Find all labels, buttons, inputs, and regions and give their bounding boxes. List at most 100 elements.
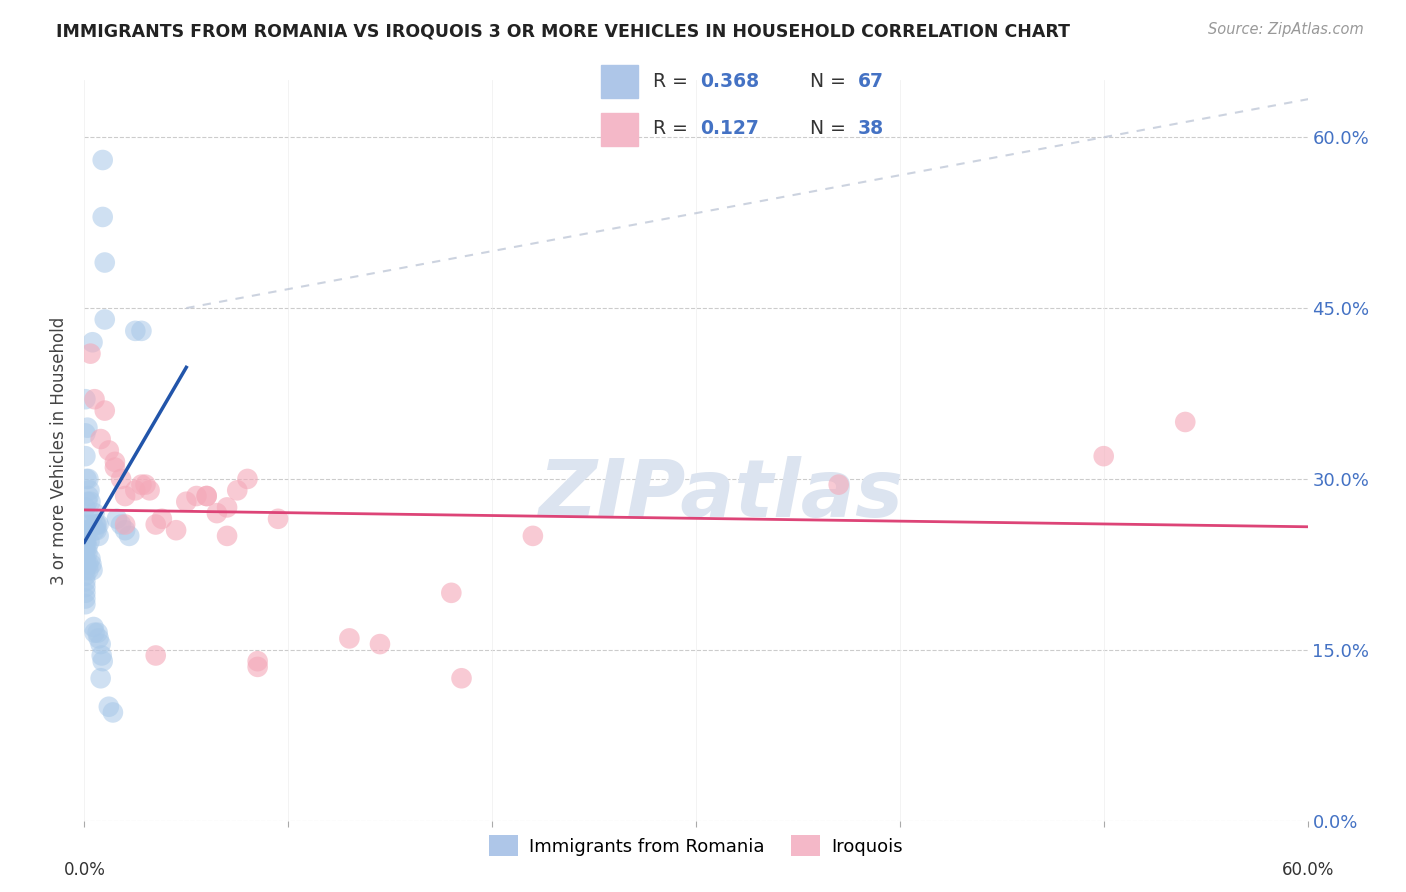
Point <box>236 472 259 486</box>
Point <box>75 529 97 543</box>
Point <box>217 529 239 543</box>
Point <box>79 534 101 549</box>
Point <box>138 483 160 498</box>
Point <box>86 523 108 537</box>
Point <box>75 597 97 611</box>
Point <box>83 506 105 520</box>
Point <box>75 517 97 532</box>
Y-axis label: 3 or more Vehicles in Household: 3 or more Vehicles in Household <box>51 317 69 584</box>
Point <box>93 255 115 269</box>
Point <box>75 534 97 549</box>
Point <box>124 483 146 498</box>
Point <box>75 551 97 566</box>
Point <box>186 489 208 503</box>
Text: R =: R = <box>652 71 693 91</box>
Text: 60.0%: 60.0% <box>1281 861 1334 879</box>
Point <box>124 324 146 338</box>
Point <box>97 443 120 458</box>
Point <box>131 324 153 338</box>
Point <box>87 632 110 646</box>
Point <box>82 517 104 532</box>
Point <box>75 500 97 515</box>
Point <box>1092 449 1115 463</box>
Point <box>75 580 97 594</box>
Point <box>101 706 124 720</box>
Point <box>145 648 167 663</box>
Point <box>75 568 97 582</box>
Point <box>75 529 97 543</box>
Point <box>110 472 132 486</box>
Point <box>114 517 136 532</box>
Point <box>105 512 128 526</box>
Point <box>104 455 127 469</box>
Point <box>83 625 105 640</box>
Point <box>77 563 100 577</box>
Text: ZIPatlas: ZIPatlas <box>538 456 903 534</box>
Point <box>83 620 105 634</box>
Point <box>75 449 97 463</box>
Point <box>75 534 97 549</box>
Text: N =: N = <box>810 119 852 138</box>
Text: 0.0%: 0.0% <box>63 861 105 879</box>
Point <box>79 483 101 498</box>
Point <box>267 512 290 526</box>
Point <box>87 529 110 543</box>
Point <box>440 586 463 600</box>
Point <box>77 558 100 572</box>
Point <box>195 489 218 503</box>
Point <box>77 523 100 537</box>
Point <box>75 426 97 441</box>
Point <box>114 489 136 503</box>
Bar <box>602 113 638 145</box>
Point <box>339 632 361 646</box>
Point <box>77 489 100 503</box>
Point <box>83 392 105 407</box>
Point <box>75 392 97 407</box>
Point <box>93 312 115 326</box>
Point <box>76 494 98 508</box>
Point <box>91 654 114 668</box>
Point <box>91 153 114 167</box>
Point <box>84 517 107 532</box>
Point <box>368 637 391 651</box>
Text: IMMIGRANTS FROM ROMANIA VS IROQUOIS 3 OR MORE VEHICLES IN HOUSEHOLD CORRELATION : IMMIGRANTS FROM ROMANIA VS IROQUOIS 3 OR… <box>56 22 1070 40</box>
Text: N =: N = <box>810 71 852 91</box>
Point <box>82 335 104 350</box>
Point <box>91 210 114 224</box>
Text: 67: 67 <box>858 71 883 91</box>
Point <box>76 546 98 560</box>
Point <box>93 403 115 417</box>
Point <box>217 500 239 515</box>
Point <box>828 477 851 491</box>
Legend: Immigrants from Romania, Iroquois: Immigrants from Romania, Iroquois <box>482 828 910 863</box>
Point <box>450 671 472 685</box>
Point <box>79 494 101 508</box>
Bar <box>602 65 638 97</box>
Point <box>145 517 167 532</box>
Point <box>110 517 132 532</box>
Point <box>97 699 120 714</box>
Point <box>1174 415 1197 429</box>
Text: 0.127: 0.127 <box>700 119 759 138</box>
Text: 0.368: 0.368 <box>700 71 759 91</box>
Point <box>75 558 97 572</box>
Point <box>75 563 97 577</box>
Text: Source: ZipAtlas.com: Source: ZipAtlas.com <box>1208 22 1364 37</box>
Point <box>114 523 136 537</box>
Point <box>195 489 218 503</box>
Point <box>82 563 104 577</box>
Point <box>246 660 269 674</box>
Point <box>83 523 105 537</box>
Text: 38: 38 <box>858 119 883 138</box>
Point <box>522 529 544 543</box>
Point <box>76 420 98 434</box>
Point <box>86 625 108 640</box>
Point <box>165 523 187 537</box>
Point <box>90 648 112 663</box>
Point <box>90 432 112 446</box>
Point <box>76 541 98 555</box>
Point <box>90 637 112 651</box>
Point <box>75 523 97 537</box>
Point <box>86 517 108 532</box>
Point <box>87 517 110 532</box>
